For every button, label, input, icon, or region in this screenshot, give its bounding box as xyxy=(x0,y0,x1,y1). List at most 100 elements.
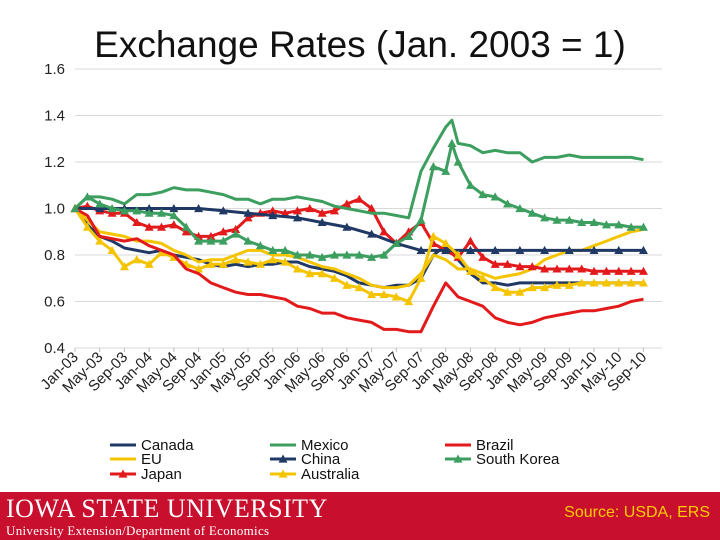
data-point-japan xyxy=(367,204,377,213)
data-point-australia xyxy=(144,259,154,268)
data-point-australia xyxy=(638,278,648,287)
data-point-japan xyxy=(231,224,241,234)
data-point-south-korea xyxy=(564,215,574,224)
data-point-south-korea xyxy=(280,245,290,254)
data-point-china xyxy=(317,217,327,227)
data-point-australia xyxy=(416,273,426,282)
data-point-china xyxy=(367,229,377,238)
data-point-south-korea xyxy=(181,222,191,231)
y-tick-label: 1.2 xyxy=(44,154,65,171)
data-point-japan xyxy=(527,262,537,271)
data-point-south-korea xyxy=(330,250,340,259)
data-point-south-korea xyxy=(447,138,457,147)
data-point-south-korea xyxy=(354,250,364,259)
university-logo: IOWA STATE UNIVERSITY xyxy=(6,494,328,523)
data-point-australia xyxy=(589,278,599,287)
data-point-south-korea xyxy=(169,210,179,220)
data-point-australia xyxy=(354,283,364,292)
data-point-japan xyxy=(243,213,253,222)
y-tick-label: 1.4 xyxy=(44,108,65,125)
data-point-australia xyxy=(194,264,204,273)
data-point-south-korea xyxy=(626,222,636,231)
data-point-australia xyxy=(379,290,389,299)
data-point-china xyxy=(243,208,253,217)
data-point-china xyxy=(169,204,179,213)
data-point-south-korea xyxy=(527,208,537,217)
data-point-japan xyxy=(503,259,513,268)
data-point-south-korea xyxy=(552,215,562,224)
data-point-japan xyxy=(218,227,228,236)
data-point-south-korea xyxy=(243,236,253,245)
legend-label-south-korea: South Korea xyxy=(476,451,560,468)
data-point-australia xyxy=(552,280,562,289)
chart-title: Exchange Rates (Jan. 2003 = 1) xyxy=(94,24,626,65)
data-point-australia xyxy=(132,255,142,264)
data-point-china xyxy=(564,245,574,254)
data-point-japan xyxy=(268,206,278,215)
data-point-australia xyxy=(490,283,500,292)
series-line-china xyxy=(75,207,644,252)
data-point-japan xyxy=(280,208,290,217)
data-point-china xyxy=(342,222,352,231)
data-point-australia xyxy=(540,283,550,292)
data-point-japan xyxy=(601,266,611,275)
data-point-australia xyxy=(404,297,414,306)
data-point-australia xyxy=(441,238,451,247)
data-point-south-korea xyxy=(119,206,129,215)
data-point-south-korea xyxy=(367,252,377,261)
data-point-australia xyxy=(218,259,228,268)
data-point-south-korea xyxy=(268,245,278,254)
data-point-south-korea xyxy=(589,217,599,227)
y-tick-label: 0.6 xyxy=(44,294,65,311)
data-point-australia xyxy=(503,287,513,296)
data-point-south-korea xyxy=(157,208,167,217)
data-point-australia xyxy=(577,278,587,287)
data-point-china xyxy=(416,245,426,254)
data-point-australia xyxy=(292,264,302,273)
data-point-japan xyxy=(564,264,574,273)
data-point-south-korea xyxy=(305,250,315,259)
data-point-australia xyxy=(206,259,216,268)
data-point-australia xyxy=(527,283,537,292)
data-point-australia xyxy=(268,255,278,264)
data-point-australia xyxy=(231,255,241,264)
data-point-south-korea xyxy=(292,250,302,259)
data-point-south-korea xyxy=(132,206,142,215)
data-point-australia xyxy=(465,266,475,275)
data-point-australia xyxy=(453,250,463,259)
exchange-rate-chart: 0.4 0.6 0.8 1.0 1.2 1.4 1.6 Jan-03May-03Sep-03… xyxy=(37,61,662,483)
data-point-australia xyxy=(119,262,129,271)
y-tick-label: 0.8 xyxy=(44,247,65,264)
data-point-australia xyxy=(564,280,574,289)
data-point-south-korea xyxy=(194,236,204,245)
legend-marker-china xyxy=(278,454,288,463)
data-point-japan xyxy=(354,194,364,203)
data-point-south-korea xyxy=(70,204,80,213)
y-tick-label: 0.4 xyxy=(44,340,65,357)
data-point-china xyxy=(218,206,228,215)
y-tick-label: 1.6 xyxy=(44,61,65,78)
legend-marker-japan xyxy=(118,469,128,478)
legend-label-china: China xyxy=(301,451,341,468)
data-point-china xyxy=(268,210,278,220)
data-point-china xyxy=(292,213,302,222)
legend-marker-australia xyxy=(278,469,288,478)
data-point-south-korea xyxy=(144,208,154,217)
data-point-south-korea xyxy=(82,192,92,201)
data-point-australia xyxy=(82,222,92,231)
data-point-china xyxy=(614,245,624,254)
data-point-china xyxy=(515,245,525,254)
data-point-japan xyxy=(490,259,500,268)
legend-label-japan: Japan xyxy=(141,466,182,483)
data-point-japan xyxy=(540,264,550,273)
data-point-china xyxy=(144,204,154,213)
data-point-south-korea xyxy=(416,215,426,224)
data-point-south-korea xyxy=(107,204,117,213)
data-point-japan xyxy=(478,252,488,261)
data-point-australia xyxy=(107,245,117,254)
data-point-south-korea xyxy=(540,213,550,222)
data-point-south-korea xyxy=(218,236,228,245)
data-point-japan xyxy=(330,206,340,215)
x-tick-labels: Jan-03May-03Sep-03Jan-04May-04Sep-04Jan-… xyxy=(37,349,650,396)
data-point-australia xyxy=(391,292,401,301)
